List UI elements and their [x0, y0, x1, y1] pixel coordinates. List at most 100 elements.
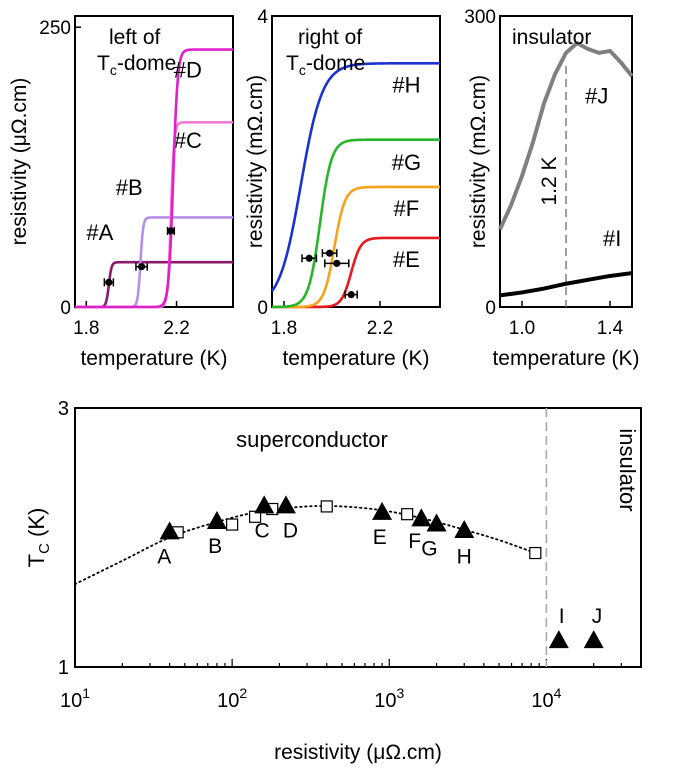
- panel-1-title-line2: Tc-dome: [286, 52, 365, 78]
- triangle-label-A: A: [157, 545, 171, 568]
- panel-0-datapoint: [166, 226, 176, 235]
- marker: [105, 278, 113, 286]
- triangle-marker-J: [583, 630, 604, 649]
- panel-0-ytick-label: 250: [39, 18, 71, 39]
- series-label-C: #C: [174, 128, 202, 153]
- series-line-J: [498, 41, 634, 231]
- panel-3-ylabel: TC (K): [24, 508, 53, 568]
- series-label-D: #D: [174, 58, 202, 83]
- triangle-marker-G: [426, 513, 447, 532]
- panel-2-ylabel: resistivity (mΩ.cm): [467, 75, 490, 248]
- tick-exp: 3: [396, 685, 404, 701]
- series-label-J: #J: [585, 83, 608, 108]
- series-line-D: [75, 48, 233, 309]
- square-marker: [248, 510, 262, 523]
- square-marker: [320, 500, 333, 513]
- panel-3-xtick-label: 102: [217, 685, 247, 712]
- triangle-label-E: E: [373, 526, 387, 549]
- panel-1-frame: [271, 15, 441, 308]
- panel-1-datapoint: [301, 254, 318, 263]
- triangle-marker-C: [254, 495, 275, 514]
- title-sub: c: [299, 62, 306, 78]
- title-T: T: [286, 52, 299, 75]
- panel-2-xlabel: temperature (K): [492, 347, 639, 370]
- square-marker: [529, 546, 542, 560]
- panel-1-title: right of: [298, 26, 362, 49]
- panel-1-ylabel: resistivity (mΩ.cm): [244, 75, 267, 248]
- series-label-A: #A: [86, 220, 113, 245]
- series-line-G: [271, 138, 440, 309]
- panel-1-datapoint: [344, 290, 358, 299]
- triangle-marker-E: [372, 501, 393, 520]
- panel-1-xtick-label: 1.8: [271, 318, 297, 339]
- panel-1-ytick-label: 4: [257, 7, 268, 28]
- triangle-marker-F: [411, 508, 432, 527]
- series-line-F: [272, 185, 440, 309]
- tick-exp: 1: [82, 685, 90, 701]
- tick-base: 10: [217, 690, 239, 712]
- title-rest: -dome: [306, 52, 366, 75]
- panel-0-ylabel: resistivity (μΩ.cm): [8, 78, 31, 246]
- triangle-label-D: D: [283, 520, 298, 543]
- tick-base: 10: [374, 690, 396, 712]
- panel-3-frame: [74, 407, 642, 668]
- marker: [326, 249, 334, 257]
- tick-exp: 2: [239, 685, 247, 701]
- triangle-label-G: G: [421, 538, 437, 561]
- panel-3-xtick-label: 101: [60, 685, 90, 712]
- panel-1-ytick-label: 0: [257, 298, 268, 319]
- region-label-superconductor: superconductor: [236, 427, 388, 452]
- triangle-label-B: B: [208, 535, 222, 558]
- triangle-marker-D: [275, 495, 296, 514]
- panel-2-title: insulator: [512, 26, 591, 49]
- triangle-label-F: F: [408, 530, 421, 553]
- panel-0-xtick-label: 1.8: [73, 318, 99, 339]
- panel-0-xlabel: temperature (K): [80, 347, 227, 370]
- marker: [305, 254, 313, 262]
- title-sub: c: [110, 62, 117, 78]
- panel-0-ytick-label: 0: [60, 298, 71, 319]
- triangle-label-I: I: [559, 605, 565, 628]
- triangle-label-H: H: [457, 545, 472, 568]
- triangle-marker-A: [159, 521, 180, 540]
- marker: [167, 227, 175, 235]
- title-rest: -dome: [117, 52, 177, 75]
- ylabel-T: T: [24, 554, 49, 567]
- square-marker: [401, 508, 414, 521]
- panel-2-ytick-label: 0: [485, 298, 496, 319]
- panel-3-xtick-label: 103: [374, 685, 404, 712]
- series-line-A: [75, 260, 233, 309]
- triangle-marker-B: [206, 510, 227, 529]
- series-line-C: [75, 121, 233, 309]
- panel-2-ytick-label: 300: [464, 7, 496, 28]
- series-label-B: #B: [116, 175, 143, 200]
- panel-3-ytick-label: 1: [58, 657, 69, 679]
- panel-3-xtick-label: 104: [531, 685, 561, 712]
- series-line-I: [499, 271, 633, 298]
- panel-0-datapoint: [135, 262, 148, 271]
- panel-1-datapoint: [321, 249, 338, 258]
- series-label-F: #F: [394, 196, 420, 221]
- triangle-marker-I: [548, 630, 569, 649]
- panel-0-title-line2: Tc-dome: [97, 52, 176, 78]
- vline-label: 1.2 K: [538, 156, 561, 205]
- title-T: T: [97, 52, 110, 75]
- panel-3-ytick-label: 3: [58, 398, 69, 420]
- panel-2-xtick-label: 1.4: [597, 318, 624, 339]
- series-label-I: #I: [603, 226, 621, 251]
- marker: [347, 291, 355, 299]
- panel-3-xlabel: resistivity (μΩ.cm): [274, 741, 442, 764]
- panel-1-datapoint: [324, 259, 350, 268]
- panel-0-datapoint: [103, 278, 115, 287]
- series-label-G: #G: [392, 150, 421, 175]
- series-label-E: #E: [393, 247, 420, 272]
- panel-0-xtick-label: 2.2: [163, 318, 189, 339]
- ylabel-rest: (K): [24, 508, 49, 543]
- panel-1-xtick-label: 2.2: [367, 318, 393, 339]
- series-line-H: [270, 61, 440, 292]
- panel-2-xtick-label: 1.0: [509, 318, 535, 339]
- panel-0-title: left of: [109, 26, 161, 49]
- marker: [333, 259, 341, 267]
- tick-base: 10: [60, 690, 82, 712]
